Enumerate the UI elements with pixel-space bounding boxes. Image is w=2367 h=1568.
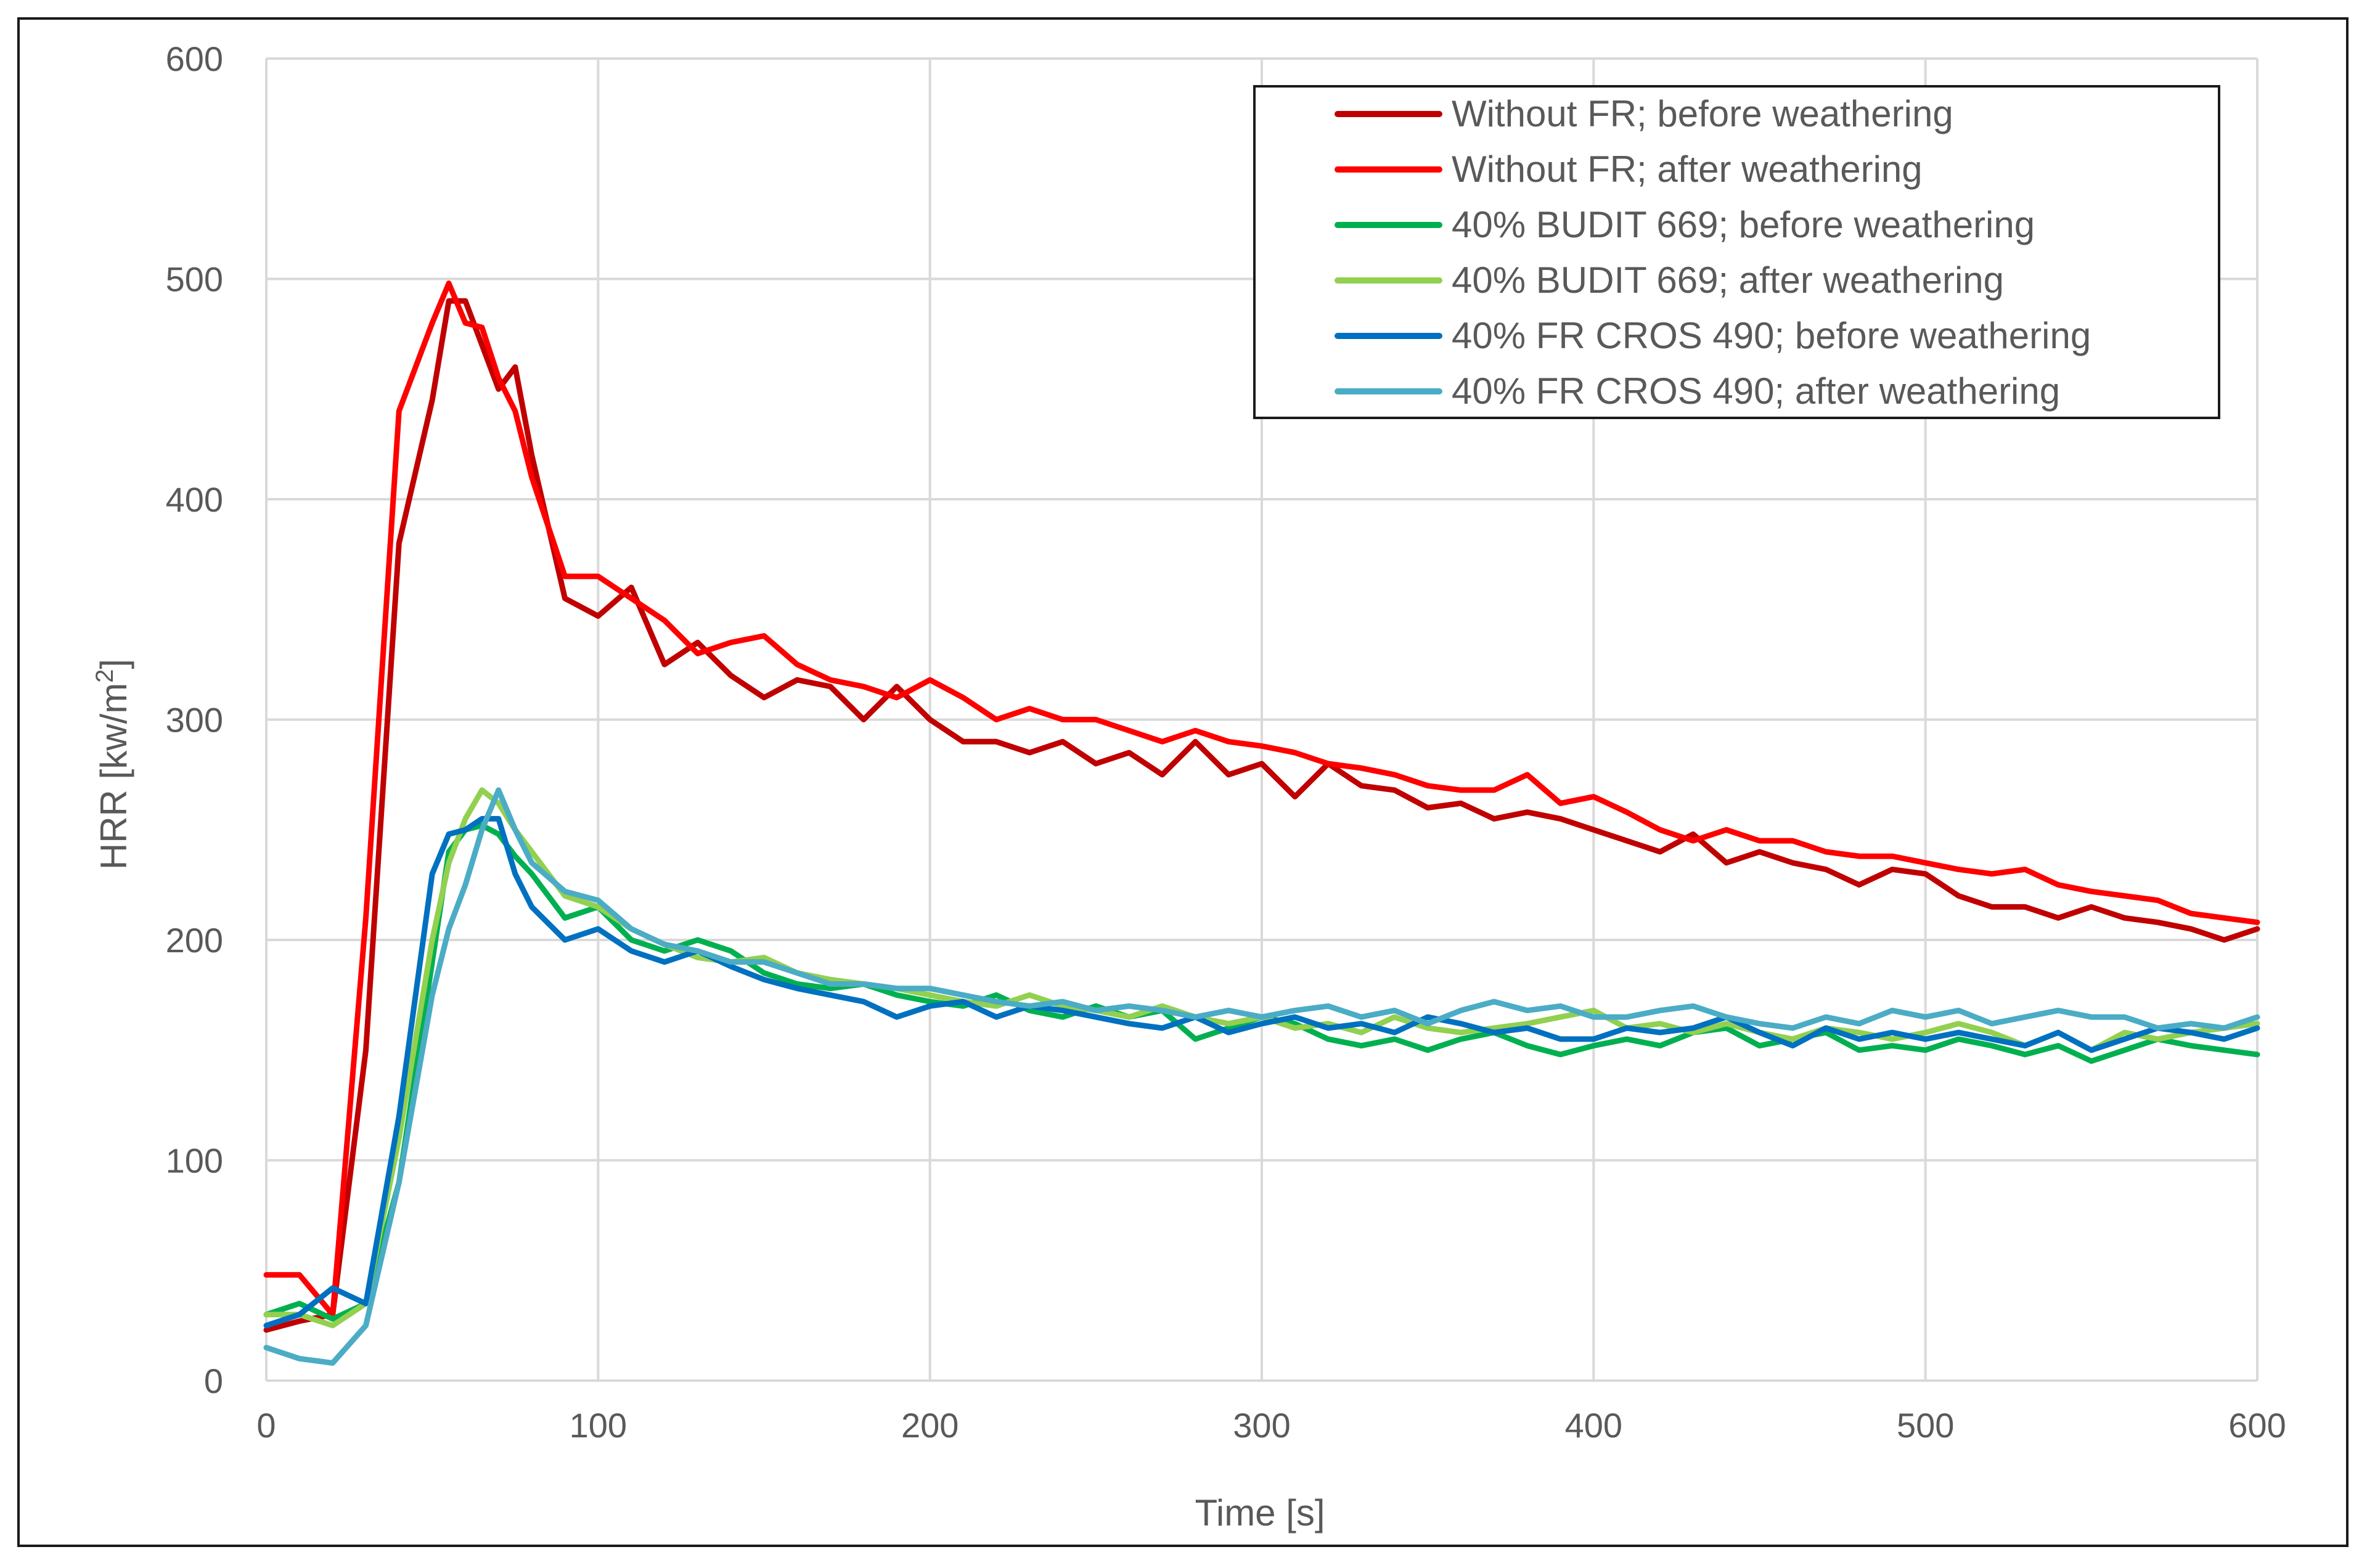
legend-label-5: 40% FR CROS 490; before weathering <box>1452 315 2091 356</box>
series-line-5 <box>263 815 2260 1329</box>
tick-labels: 0 100 200 300 400 500 600 0 100 200 300 400 500 600 <box>166 39 2286 1445</box>
series-line-2 <box>263 280 2260 1318</box>
legend-label-1: Without FR; before weathering <box>1452 93 1953 134</box>
legend: Without FR; before weathering Without FR;… <box>1253 85 2220 419</box>
y-axis-title: HRR [kw/m2] <box>91 659 134 870</box>
legend-label-2: Without FR; after weathering <box>1452 149 1923 190</box>
x-tick-label: 400 <box>1565 1406 1622 1445</box>
legend-label-4: 40% BUDIT 669; after weathering <box>1452 259 2004 301</box>
legend-label-6: 40% FR CROS 490; after weathering <box>1452 370 2060 412</box>
y-axis-title-main: HRR [kw/m <box>93 683 134 870</box>
x-tick-label: 500 <box>1897 1406 1954 1445</box>
series-line-6 <box>263 787 2260 1366</box>
series-lines <box>263 280 2260 1366</box>
legend-label-3: 40% BUDIT 669; before weathering <box>1452 204 2035 245</box>
y-tick-label: 500 <box>166 260 223 299</box>
y-tick-label: 200 <box>166 921 223 960</box>
x-tick-label: 0 <box>256 1406 276 1445</box>
y-axis-title-end: ] <box>93 659 134 669</box>
x-axis-title: Time [s] <box>1195 1492 1325 1533</box>
series-line-1 <box>263 298 2260 1333</box>
y-tick-label: 600 <box>166 39 223 78</box>
y-tick-label: 100 <box>166 1141 223 1180</box>
x-tick-label: 600 <box>2228 1406 2286 1445</box>
y-tick-label: 0 <box>204 1362 223 1400</box>
x-tick-label: 300 <box>1233 1406 1290 1445</box>
y-axis-title-sup: 2 <box>91 669 118 683</box>
legend-box <box>1253 85 2220 419</box>
gridlines <box>265 57 2259 1382</box>
series-line-3 <box>263 822 2260 1322</box>
y-tick-label: 300 <box>166 701 223 740</box>
x-tick-label: 200 <box>901 1406 959 1445</box>
y-tick-label: 400 <box>166 480 223 519</box>
x-tick-label: 100 <box>570 1406 627 1445</box>
